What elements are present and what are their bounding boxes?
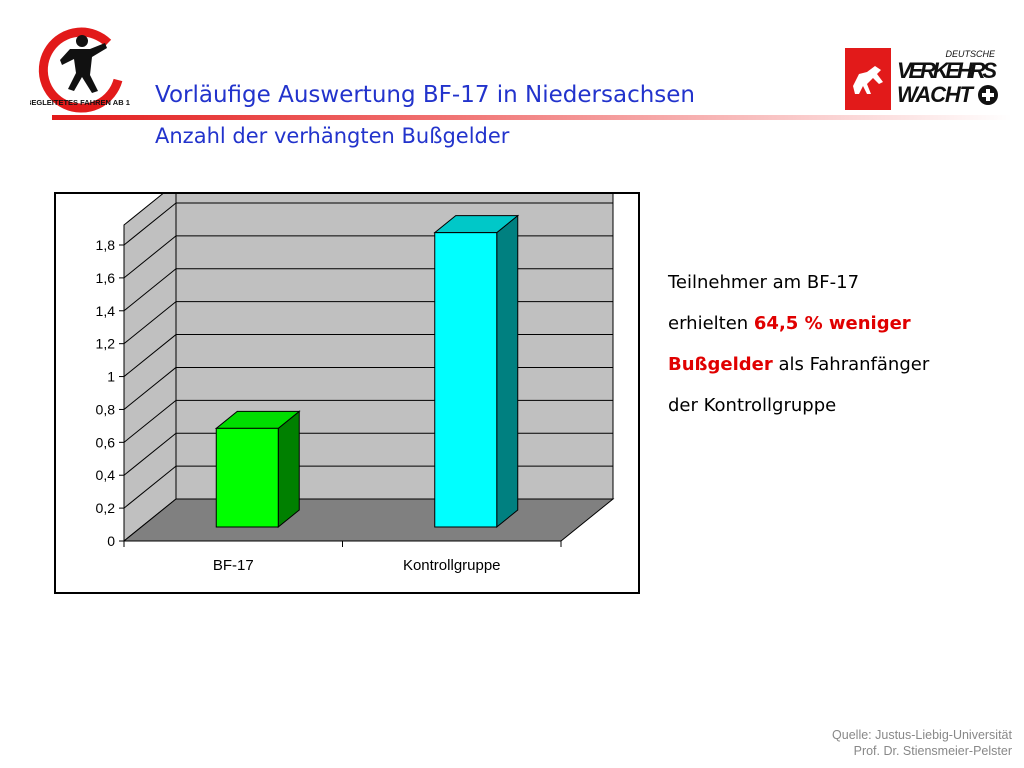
svg-text:VERKEHRS: VERKEHRS	[897, 58, 997, 83]
summary-line-3: Bußgelder als Fahranfänger	[668, 354, 930, 375]
y-tick-label: 0,4	[96, 467, 116, 483]
floor	[122, 498, 615, 542]
y-tick-label: 1,6	[96, 270, 116, 286]
page-subtitle: Anzahl der verhängten Bußgelder	[155, 124, 510, 148]
gridline-side	[123, 465, 177, 509]
y-tick-label: 0,2	[96, 500, 116, 516]
y-tick-label: 1,2	[96, 336, 116, 352]
summary-text: Teilnehmer am BF-17 erhielten 64,5 % wen…	[668, 262, 998, 426]
bar-1	[215, 427, 279, 528]
highlight-fines: Bußgelder	[668, 354, 773, 375]
svg-text:DEUTSCHE: DEUTSCHE	[945, 49, 996, 59]
chart-frame: 0 0,2 0,4 0,6 0,8 1 1,2 1,4 1,6 1,8 BF-17 Kontrollg…	[54, 192, 640, 594]
source-note: Quelle: Justus-Liebig-Universität Prof. …	[832, 728, 1012, 758]
summary-line-1: Teilnehmer am BF-17	[668, 272, 860, 293]
gridline-side	[123, 301, 177, 345]
verkehrswacht-logo: DEUTSCHE VERKEHRS WACHT	[845, 48, 998, 110]
svg-text:WACHT: WACHT	[897, 82, 975, 107]
y-tick-label: 0	[107, 533, 115, 549]
bf17-logo-text: BEGLEITETES FAHREN AB 17	[30, 98, 130, 107]
summary-line-4: der Kontrollgruppe	[668, 395, 837, 416]
bar-side	[277, 410, 300, 529]
gridline-side	[123, 202, 177, 246]
gridline-side	[123, 235, 177, 279]
gridline-side	[123, 367, 177, 410]
bar-2	[434, 232, 498, 528]
y-tick-label: 1,4	[96, 303, 116, 319]
highlight-percent: 64,5 % weniger	[753, 313, 911, 334]
bf17-logo: BEGLEITETES FAHREN AB 17	[30, 27, 130, 113]
y-tick-label: 0,8	[96, 401, 116, 417]
gridline-side	[123, 432, 177, 476]
y-tick-label: 1	[107, 369, 115, 385]
gridline-side	[123, 399, 177, 443]
y-tick-label: 1,8	[96, 237, 116, 253]
bar-chart: 0 0,2 0,4 0,6 0,8 1 1,2 1,4 1,6 1,8 BF-17 Kontrollg…	[96, 194, 615, 574]
bar-side	[496, 214, 519, 529]
header-divider	[52, 115, 1012, 120]
gridline-side	[123, 334, 177, 377]
summary-line-2: erhielten 64,5 % weniger	[668, 313, 911, 334]
x-category-label: BF-17	[213, 557, 254, 574]
page-title: Vorläufige Auswertung BF-17 in Niedersac…	[155, 82, 696, 108]
y-tick-label: 0,6	[96, 434, 116, 450]
gridline-side	[123, 268, 177, 312]
side-wall	[123, 194, 177, 543]
x-category-label: Kontrollgruppe	[403, 557, 501, 574]
